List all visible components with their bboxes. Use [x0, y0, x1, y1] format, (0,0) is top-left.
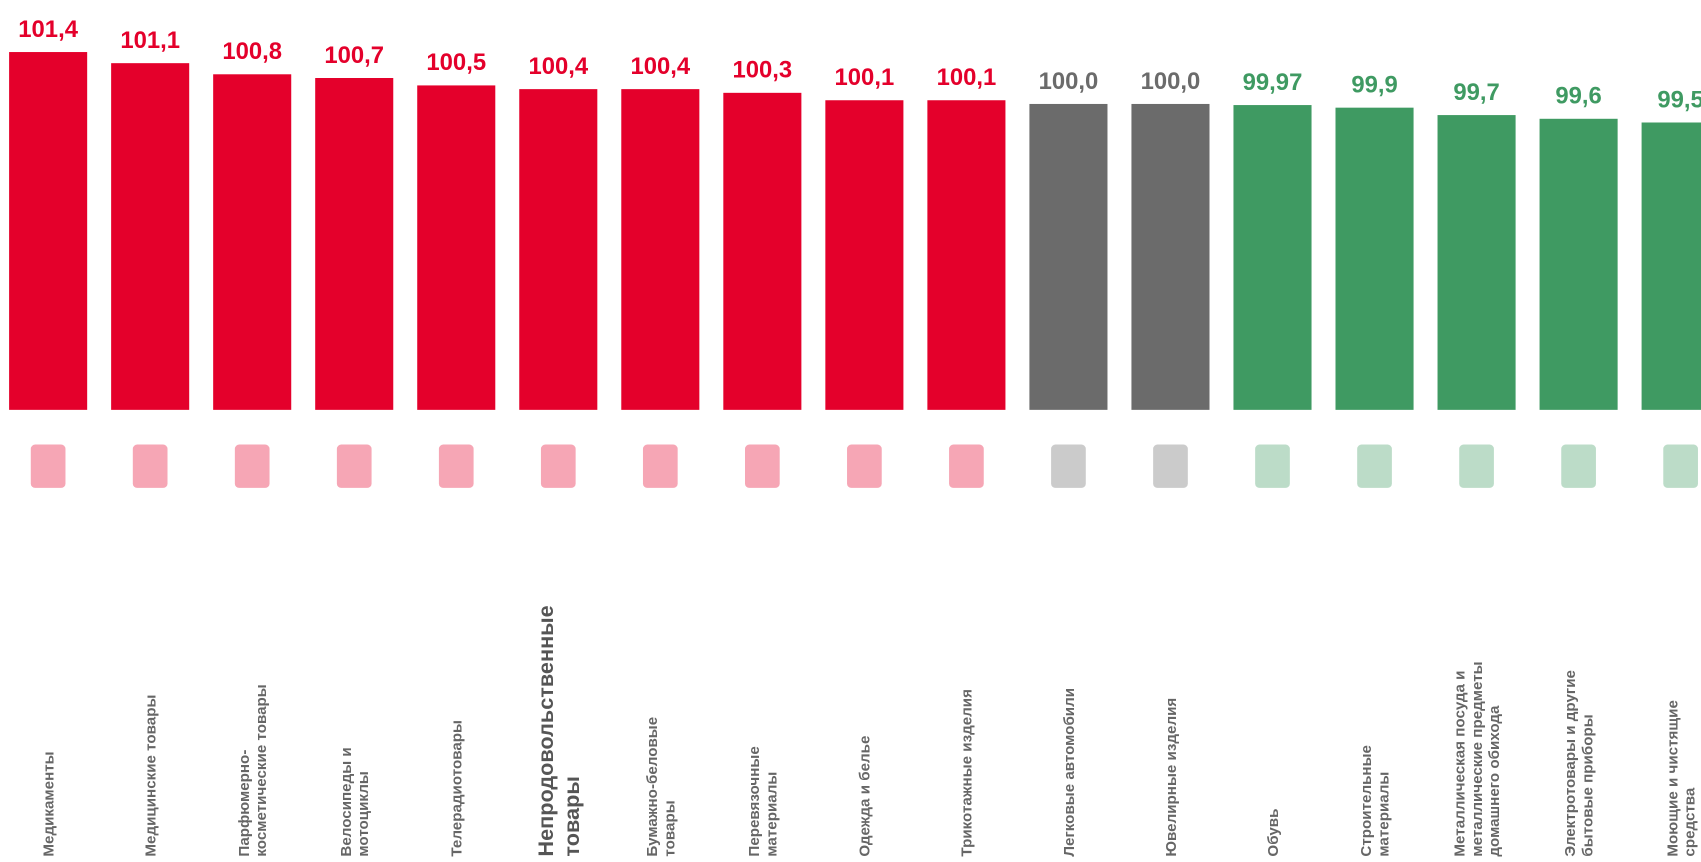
icon	[949, 445, 984, 488]
bar	[213, 74, 291, 410]
icon	[1663, 445, 1698, 488]
value-label: 100,4	[630, 53, 690, 80]
value-label: 100,3	[733, 57, 793, 84]
category-label: Легковые автомобили	[1061, 688, 1078, 857]
icon	[1051, 445, 1086, 488]
bar	[9, 52, 87, 410]
category-label: Обувь	[1265, 809, 1282, 857]
bar	[1335, 108, 1413, 410]
bar	[1540, 119, 1618, 410]
bar	[417, 85, 495, 409]
bar	[111, 63, 189, 410]
bar	[1438, 115, 1516, 410]
bar	[1233, 105, 1311, 410]
icon	[337, 445, 372, 488]
category-label: Ювелирные изделия	[1163, 698, 1180, 857]
icon	[1561, 445, 1596, 488]
icon	[541, 445, 576, 488]
icon	[847, 445, 882, 488]
value-label: 100,8	[222, 38, 282, 65]
bar	[519, 89, 597, 410]
value-label: 100,0	[1141, 68, 1201, 95]
icon	[745, 445, 780, 488]
value-label: 100,0	[1039, 68, 1099, 95]
value-label: 100,5	[426, 49, 486, 76]
value-label: 99,97	[1243, 69, 1303, 96]
icon	[1255, 445, 1290, 488]
icon	[1153, 445, 1188, 488]
bar	[927, 100, 1005, 410]
value-label: 99,9	[1351, 71, 1397, 98]
category-label: Медицинские товары	[142, 695, 159, 857]
value-label: 101,4	[18, 16, 78, 43]
category-label: Парфюмерно-косметические товары	[236, 684, 270, 856]
category-label: Велосипеды имотоциклы	[338, 747, 372, 856]
value-label: 99,5	[1657, 86, 1701, 113]
bar	[315, 78, 393, 410]
value-label: 100,1	[835, 64, 895, 91]
value-label: 99,7	[1453, 79, 1499, 106]
icon	[1357, 445, 1392, 488]
icon	[235, 445, 270, 488]
icon	[133, 445, 168, 488]
value-label: 99,6	[1555, 83, 1601, 110]
value-label: 101,1	[120, 27, 180, 54]
category-label: Бумажно-беловыетовары	[644, 717, 678, 857]
chart: 101,4 Медикаменты 101,1 Медицинские товары 1…	[0, 0, 1701, 862]
category-label: Строительныематериалы	[1358, 745, 1392, 857]
icon	[31, 445, 66, 488]
category-label: Трикотажные изделия	[959, 689, 976, 857]
value-label: 100,1	[937, 64, 997, 91]
icon	[439, 445, 474, 488]
category-label: Металлическая посуда иметаллические пред…	[1452, 661, 1504, 856]
category-label: Телерадиотовары	[449, 720, 466, 857]
category-label: Медикаменты	[40, 751, 57, 856]
bar	[1131, 104, 1209, 410]
bar	[723, 93, 801, 410]
value-label: 100,7	[324, 42, 384, 69]
category-label: Одежда и белье	[857, 736, 874, 857]
bar	[1642, 122, 1701, 409]
bar	[825, 100, 903, 410]
bar	[621, 89, 699, 410]
icon	[643, 445, 678, 488]
category-label: Непродовольственныетовары	[533, 605, 584, 856]
value-label: 100,4	[528, 53, 588, 80]
category-label: Электротовары и другиебытовые приборы	[1562, 670, 1596, 857]
icon	[1459, 445, 1494, 488]
category-label: Моющие и чистящиесредства	[1664, 700, 1698, 856]
category-label: Перевязочныематериалы	[746, 746, 780, 856]
bar	[1029, 104, 1107, 410]
